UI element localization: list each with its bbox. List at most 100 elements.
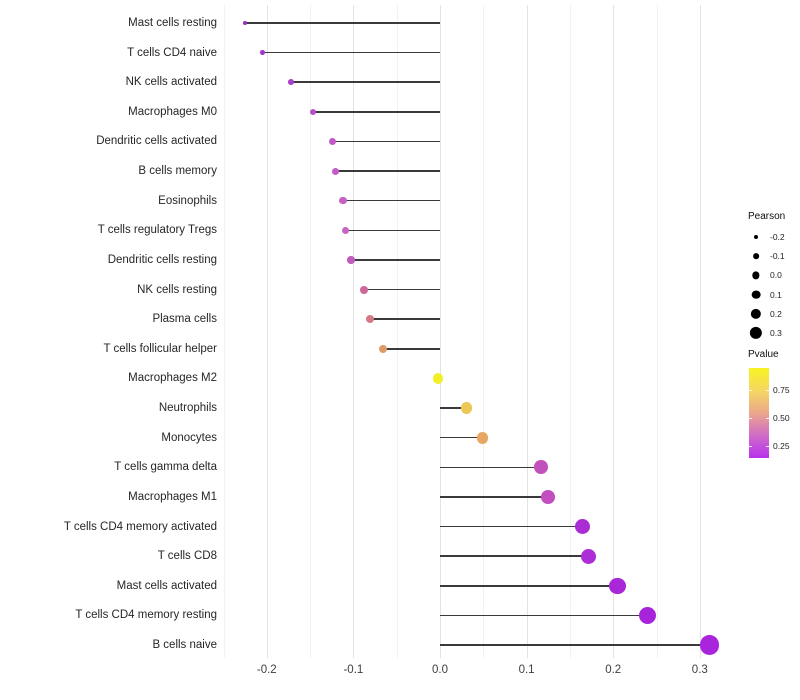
data-point-dot (331, 167, 339, 175)
lollipop-stem (332, 140, 440, 143)
pvalue-tick-mark (766, 418, 769, 419)
data-point-dot (433, 373, 444, 384)
plot-panel (218, 5, 738, 658)
category-label: T cells CD4 naive (127, 46, 217, 59)
category-label: Mast cells activated (116, 579, 217, 592)
x-tick-label: 0.2 (605, 664, 622, 676)
legend-pearson-label: 0.0 (770, 270, 782, 281)
category-label: T cells gamma delta (114, 461, 217, 474)
lollipop-stem (440, 585, 618, 587)
data-point-dot (347, 256, 355, 264)
lollipop-stem (262, 51, 440, 54)
legend-pearson-dot (750, 308, 762, 319)
data-point-dot (609, 577, 626, 594)
major-gridline (266, 5, 268, 658)
legend-pearson-label: 0.1 (770, 289, 782, 300)
lollipop-stem (350, 259, 440, 261)
pvalue-tick-mark (749, 390, 752, 391)
x-tick-label: -0.1 (343, 664, 364, 676)
major-gridline (440, 5, 441, 658)
data-point-dot (341, 226, 350, 234)
category-label: T cells CD4 memory activated (63, 520, 217, 533)
data-point-dot (699, 635, 719, 655)
legend-pearson-label: 0.3 (770, 328, 782, 338)
category-label: Plasma cells (152, 313, 217, 326)
lollipop-stem (345, 229, 440, 232)
category-label: Macrophages M1 (128, 490, 217, 503)
legend-pearson-dot (751, 290, 761, 299)
lollipop-stem (440, 644, 710, 646)
category-label: NK cells activated (125, 76, 217, 89)
data-point-dot (574, 519, 590, 534)
legend-pearson-dot (749, 326, 763, 340)
minor-gridline (569, 5, 571, 658)
category-label: Macrophages M0 (128, 105, 217, 118)
data-point-dot (288, 79, 294, 86)
legend-pvalue-label: 0.50 (773, 413, 790, 423)
lollipop-stem (363, 288, 440, 291)
lollipop-stem (440, 525, 583, 528)
legend-pearson-title: Pearson (748, 211, 786, 222)
data-point-dot (476, 431, 489, 444)
lollipop-stem (440, 407, 467, 409)
minor-gridline (396, 5, 398, 658)
category-label: Dendritic cells resting (107, 253, 217, 266)
major-gridline (613, 5, 615, 658)
category-label: Monocytes (161, 431, 217, 444)
category-label: T cells CD4 memory resting (75, 609, 217, 622)
pvalue-tick-mark (766, 390, 769, 391)
lollipop-stem (335, 170, 440, 172)
major-gridline (699, 5, 701, 658)
legend-pearson-dot (754, 235, 758, 239)
data-point-dot (580, 548, 596, 564)
lollipop-stem (245, 22, 440, 24)
lollipop-stem (369, 318, 440, 320)
major-gridline (526, 5, 528, 658)
data-point-dot (339, 197, 347, 205)
category-label: Macrophages M2 (128, 372, 217, 385)
category-label: B cells memory (138, 165, 217, 178)
major-gridline (353, 5, 355, 658)
data-point-dot (260, 50, 265, 55)
lollipop-stem (382, 348, 440, 350)
lollipop-stem (440, 466, 542, 469)
lollipop-stem (312, 111, 440, 113)
category-label: NK cells resting (137, 283, 217, 296)
category-label: T cells follicular helper (103, 342, 217, 355)
data-point-dot (243, 20, 248, 26)
legend-pvalue-title: Pvalue (748, 349, 779, 360)
data-point-dot (534, 460, 549, 475)
data-point-dot (378, 344, 388, 354)
data-point-dot (541, 489, 556, 504)
lollipop-stem (440, 496, 549, 498)
legend-pearson-dot (752, 271, 760, 280)
category-label: Neutrophils (158, 402, 217, 415)
lollipop-stem (440, 555, 589, 557)
x-tick-label: 0.3 (691, 664, 708, 676)
lollipop-stem (291, 81, 440, 83)
x-tick-label: 0.1 (518, 664, 535, 676)
data-point-dot (461, 402, 473, 414)
minor-gridline (483, 5, 485, 658)
category-label: Dendritic cells activated (96, 135, 217, 148)
pvalue-tick-mark (766, 446, 769, 447)
category-label: T cells CD8 (157, 550, 217, 563)
legend-pearson-dot (753, 253, 759, 260)
legend-pvalue-label: 0.25 (773, 441, 790, 451)
lollipop-stem (343, 199, 440, 202)
x-tick-label: 0.0 (432, 664, 448, 676)
legend-pearson-label: -0.1 (770, 251, 785, 262)
data-point-dot (359, 285, 368, 294)
category-label: T cells regulatory Tregs (97, 224, 217, 237)
category-label: Mast cells resting (128, 17, 217, 29)
data-point-dot (329, 138, 337, 145)
data-point-dot (309, 108, 316, 115)
category-label: B cells naive (152, 638, 217, 651)
pvalue-tick-mark (749, 418, 752, 419)
legend-pvalue-label: 0.75 (773, 385, 790, 395)
minor-gridline (223, 5, 225, 658)
legend-pearson-label: -0.2 (770, 232, 785, 242)
data-point-dot (365, 315, 374, 324)
lollipop-stem (440, 614, 648, 617)
